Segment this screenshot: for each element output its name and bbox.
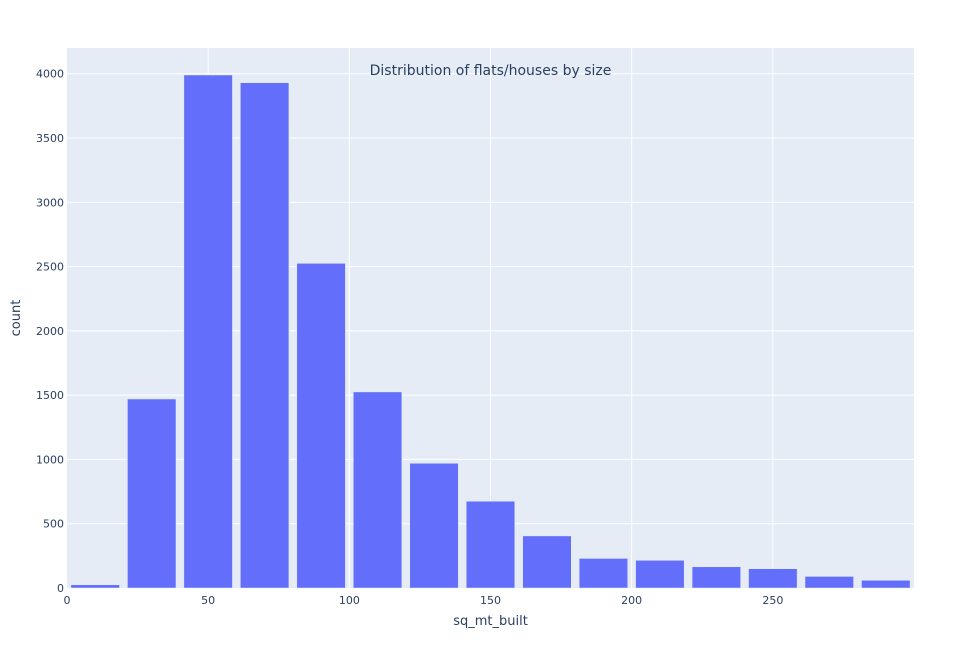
y-axis-title: count: [9, 300, 24, 337]
histogram-bar[interactable]: [748, 568, 798, 589]
histogram-bar[interactable]: [409, 463, 459, 589]
histogram-bar[interactable]: [127, 398, 177, 589]
chart-title: Distribution of flats/houses by size: [370, 63, 612, 79]
y-tick-label: 3000: [36, 196, 64, 209]
x-tick-label: 50: [201, 594, 215, 607]
x-tick-label: 100: [339, 594, 360, 607]
histogram-bar[interactable]: [296, 263, 346, 589]
y-tick-label: 2000: [36, 325, 64, 338]
x-tick-label: 250: [762, 594, 783, 607]
y-tick-label: 2500: [36, 261, 64, 274]
y-tick-label: 0: [57, 582, 64, 595]
histogram-bar[interactable]: [861, 580, 911, 589]
histogram-bar[interactable]: [240, 82, 290, 589]
x-axis-ticks: 0 50 100 150 200 250: [64, 594, 784, 607]
y-axis-ticks: 0 500 1000 1500 2000 2500 3000 3500 4000: [36, 68, 64, 595]
y-tick-label: 1000: [36, 453, 64, 466]
histogram-bar[interactable]: [353, 391, 403, 589]
histogram-bar[interactable]: [522, 535, 572, 589]
x-axis-title: sq_mt_built: [453, 614, 528, 629]
y-tick-label: 3500: [36, 132, 64, 145]
histogram-bar[interactable]: [578, 558, 628, 589]
x-tick-label: 0: [64, 594, 71, 607]
histogram-bar[interactable]: [691, 566, 741, 589]
y-tick-label: 4000: [36, 68, 64, 81]
histogram-bar[interactable]: [70, 584, 120, 589]
histogram-bar[interactable]: [465, 500, 516, 589]
x-tick-label: 150: [480, 594, 501, 607]
histogram-bar[interactable]: [804, 576, 854, 589]
histogram-bar[interactable]: [183, 74, 233, 589]
histogram-bar[interactable]: [635, 560, 685, 589]
x-tick-label: 200: [621, 594, 642, 607]
y-tick-label: 500: [43, 518, 64, 531]
bars-group: [70, 74, 911, 589]
y-tick-label: 1500: [36, 389, 64, 402]
